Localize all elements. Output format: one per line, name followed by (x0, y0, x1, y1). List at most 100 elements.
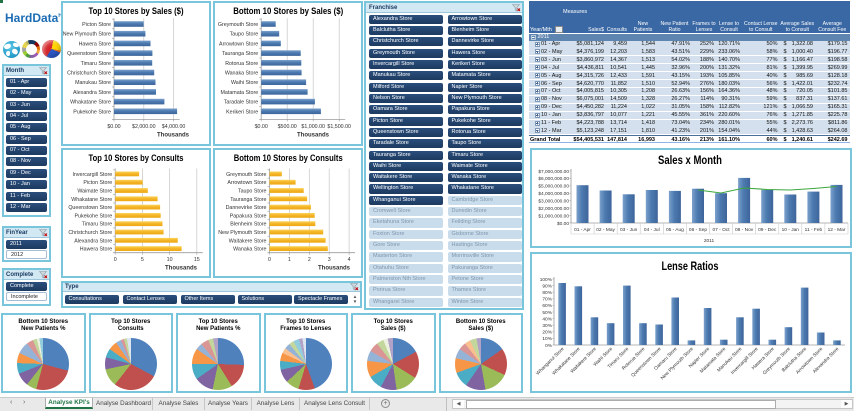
svg-text:Queenstown Store: Queenstown Store (67, 51, 111, 57)
svg-text:$0.00: $0.00 (107, 124, 120, 130)
svg-text:Queenstown Store: Queenstown Store (630, 346, 663, 379)
svg-text:90%: 90% (542, 283, 552, 289)
svg-text:Alexandra Store: Alexandra Store (74, 238, 112, 244)
svg-text:Christchurch Store: Christchurch Store (68, 230, 112, 236)
svg-text:Waimate Store: Waimate Store (77, 188, 112, 194)
svg-text:$2,000,000.00: $2,000,000.00 (538, 206, 569, 212)
svg-text:Pukekohe Store: Pukekohe Store (73, 109, 111, 115)
svg-text:Thousands: Thousands (157, 132, 190, 138)
svg-text:0%: 0% (545, 343, 553, 349)
svg-text:40%: 40% (542, 316, 552, 322)
svg-text:01 - Apr: 01 - Apr (574, 227, 591, 233)
svg-text:Whanganui Store: Whanganui Store (535, 346, 566, 377)
svg-text:Wanaka Store: Wanaka Store (224, 71, 257, 77)
svg-text:Waitakere Store: Waitakere Store (228, 238, 266, 244)
svg-text:Arrowtown Store: Arrowtown Store (795, 346, 825, 376)
svg-text:Thousands: Thousands (296, 132, 329, 138)
svg-text:Taradale Store: Taradale Store (223, 100, 258, 106)
svg-text:Hawera Store: Hawera Store (79, 41, 111, 47)
svg-text:100%: 100% (540, 277, 553, 283)
svg-text:$4,000.00: $4,000.00 (162, 124, 186, 130)
svg-text:Timaru Store: Timaru Store (82, 221, 112, 227)
svg-text:Manukau Store: Manukau Store (75, 80, 111, 86)
svg-text:Bottom 10 Stores by Sales ($): Bottom 10 Stores by Sales ($) (233, 6, 343, 16)
svg-text:3: 3 (327, 257, 330, 263)
svg-text:Hawera Store: Hawera Store (80, 246, 112, 252)
svg-text:2011: 2011 (704, 238, 715, 244)
svg-text:09 - Dec: 09 - Dec (758, 227, 777, 233)
svg-text:Christchurch Store: Christchurch Store (67, 71, 111, 77)
svg-text:06 - Sep: 06 - Sep (689, 227, 707, 233)
svg-text:$0.00: $0.00 (557, 221, 569, 227)
svg-text:2: 2 (307, 257, 310, 263)
svg-text:$7,000,000.00: $7,000,000.00 (538, 169, 569, 175)
svg-text:60%: 60% (542, 303, 552, 309)
svg-text:20%: 20% (542, 330, 552, 336)
svg-text:Whakatane Store: Whakatane Store (70, 100, 111, 106)
svg-text:Dannevirke Store: Dannevirke Store (225, 205, 266, 211)
svg-text:30%: 30% (542, 323, 552, 329)
svg-text:Alexandra Store: Alexandra Store (73, 90, 111, 96)
svg-text:70%: 70% (542, 297, 552, 303)
svg-text:New Plymouth Store: New Plymouth Store (63, 32, 111, 38)
svg-text:Greymouth Store: Greymouth Store (217, 22, 257, 28)
svg-text:Whakatane Store: Whakatane Store (551, 346, 582, 377)
svg-text:07 - Oct: 07 - Oct (712, 227, 730, 233)
svg-text:Picton Store: Picton Store (83, 180, 112, 186)
svg-text:$3,000,000.00: $3,000,000.00 (538, 199, 569, 205)
svg-text:$1,000.00: $1,000.00 (301, 124, 325, 130)
svg-text:11 - Feb: 11 - Feb (805, 227, 823, 233)
svg-text:$500.00: $500.00 (277, 124, 296, 130)
svg-text:$5,000,000.00: $5,000,000.00 (538, 184, 569, 190)
svg-text:Waihi Store: Waihi Store (231, 80, 258, 86)
svg-text:Queenstown Store: Queenstown Store (68, 205, 112, 211)
svg-text:15: 15 (194, 257, 200, 263)
svg-text:Wanaka Store: Wanaka Store (233, 246, 266, 252)
svg-text:05 - Aug: 05 - Aug (666, 227, 684, 233)
svg-text:$6,000,000.00: $6,000,000.00 (538, 176, 569, 182)
svg-text:Arrowtown Store: Arrowtown Store (219, 41, 258, 47)
svg-text:10: 10 (167, 257, 173, 263)
svg-text:5: 5 (141, 257, 144, 263)
svg-text:10%: 10% (542, 336, 552, 342)
svg-text:0: 0 (268, 257, 271, 263)
svg-text:Taupo Store: Taupo Store (229, 32, 258, 38)
svg-text:Thousands: Thousands (317, 265, 350, 271)
svg-text:Tauranga Store: Tauranga Store (221, 51, 257, 57)
svg-text:1: 1 (287, 257, 290, 263)
svg-text:Greymouth Store: Greymouth Store (762, 346, 792, 376)
svg-text:50%: 50% (542, 310, 552, 316)
svg-text:Sales x Month: Sales x Month (658, 153, 722, 167)
svg-text:Picton Store: Picton Store (82, 22, 111, 28)
svg-text:Rotorua Store: Rotorua Store (225, 61, 258, 67)
svg-text:Timaru Store: Timaru Store (81, 61, 111, 67)
svg-text:$1,000,000.00: $1,000,000.00 (538, 213, 569, 219)
svg-text:08 - Nov: 08 - Nov (735, 227, 754, 233)
svg-text:Tauranga Store: Tauranga Store (230, 196, 266, 202)
svg-text:Top 10 Stores by Sales ($): Top 10 Stores by Sales ($) (89, 6, 184, 16)
svg-text:Arrowtown Store: Arrowtown Store (227, 180, 266, 186)
svg-text:0: 0 (114, 257, 117, 263)
svg-text:New Plymouth Store: New Plymouth Store (218, 230, 266, 236)
svg-text:Thousands: Thousands (165, 265, 198, 271)
svg-text:$4,000,000.00: $4,000,000.00 (538, 191, 569, 197)
svg-text:Taupo Store: Taupo Store (237, 188, 266, 194)
svg-text:03 - Jun: 03 - Jun (620, 227, 638, 233)
svg-text:Lense Ratios: Lense Ratios (662, 259, 719, 273)
svg-text:$1,500.00: $1,500.00 (327, 124, 351, 130)
svg-text:12 - Mar: 12 - Mar (828, 227, 846, 233)
svg-text:80%: 80% (542, 290, 552, 296)
svg-text:02 - May: 02 - May (596, 227, 615, 233)
svg-text:Pukekohe Store: Pukekohe Store (74, 213, 112, 219)
svg-text:Kerikeri Store: Kerikeri Store (226, 109, 258, 115)
svg-text:Invercargill Store: Invercargill Store (730, 346, 760, 376)
svg-text:04 - Jul: 04 - Jul (644, 227, 660, 233)
svg-text:4: 4 (347, 257, 350, 263)
svg-text:Papakura Store: Papakura Store (229, 213, 266, 219)
svg-text:10 - Jan: 10 - Jan (782, 227, 800, 233)
svg-text:Whakatane Store: Whakatane Store (71, 196, 112, 202)
svg-text:Invercargill Store: Invercargill Store (72, 171, 112, 177)
svg-text:Greymouth Store: Greymouth Store (226, 171, 266, 177)
svg-text:Top 10 Stores by Consults: Top 10 Stores by Consults (89, 153, 184, 163)
svg-text:Blenheim Store: Blenheim Store (230, 221, 266, 227)
